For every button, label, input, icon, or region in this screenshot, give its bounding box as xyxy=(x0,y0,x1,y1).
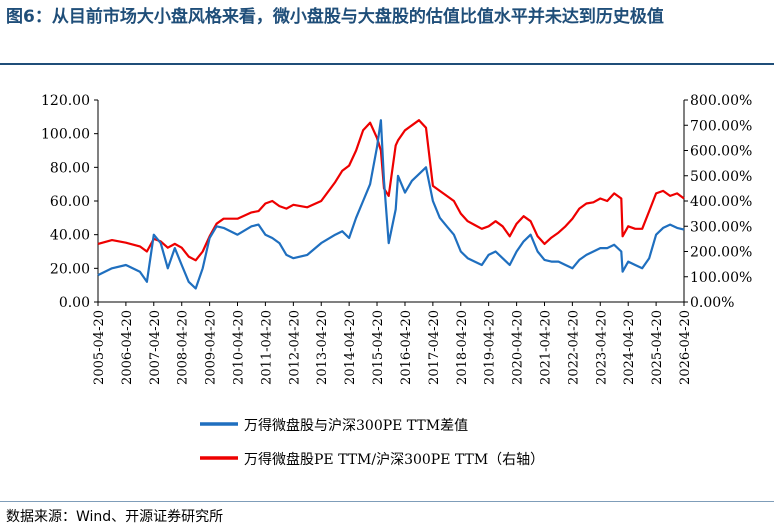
x-tick-label: 2010-04-20 xyxy=(232,310,247,385)
x-tick-label: 2008-04-20 xyxy=(176,310,191,385)
right-tick-label: 500.00% xyxy=(690,169,752,185)
left-tick-label: 40.00 xyxy=(50,228,90,244)
right-tick-label: 600.00% xyxy=(690,144,752,160)
left-y-axis: 0.00 20.00 40.00 60.00 80.00 100.00 120.00 xyxy=(41,93,99,311)
legend-label-diff: 万得微盘股与沪深300PE TTM差值 xyxy=(244,417,468,434)
x-tick-label: 2020-04-20 xyxy=(511,310,526,385)
right-tick-label: 200.00% xyxy=(690,245,752,261)
x-tick-label: 2018-04-20 xyxy=(455,310,470,385)
source-divider xyxy=(0,501,774,502)
x-tick-label: 2012-04-20 xyxy=(287,310,302,385)
right-tick-label: 100.00% xyxy=(690,270,752,286)
legend-label-ratio: 万得微盘股PE TTM/沪深300PE TTM（右轴） xyxy=(244,451,544,468)
left-tick-label: 60.00 xyxy=(50,194,90,210)
left-tick-label: 20.00 xyxy=(50,261,90,277)
left-tick-label: 0.00 xyxy=(59,295,90,311)
x-tick-label: 2025-04-20 xyxy=(650,310,665,385)
x-tick-label: 2014-04-20 xyxy=(343,310,358,385)
x-tick-label: 2009-04-20 xyxy=(204,310,219,385)
x-tick-label: 2021-04-20 xyxy=(538,310,553,385)
x-tick-label: 2011-04-20 xyxy=(259,310,274,385)
source-note: 数据来源：Wind、开源证券研究所 xyxy=(6,509,224,525)
x-tick-label: 2005-04-20 xyxy=(92,310,107,385)
left-tick-label: 80.00 xyxy=(50,160,90,176)
series-line-ratio xyxy=(97,119,685,262)
x-tick-label: 2022-04-20 xyxy=(566,310,581,385)
x-tick-label: 2013-04-20 xyxy=(315,310,330,385)
right-tick-label: 0.00% xyxy=(690,295,734,311)
x-tick-label: 2017-04-20 xyxy=(427,310,442,385)
left-tick-label: 100.00 xyxy=(41,127,90,143)
title-divider xyxy=(0,63,774,65)
right-tick-label: 400.00% xyxy=(690,194,752,210)
left-tick-label: 120.00 xyxy=(41,93,90,109)
series-line-diff xyxy=(97,119,685,290)
legend: 万得微盘股与沪深300PE TTM差值 万得微盘股PE TTM/沪深300PE … xyxy=(200,417,544,468)
x-axis: 2005-04-20 2006-04-20 2007-04-20 2008-04-20… xyxy=(92,301,693,385)
x-tick-label: 2006-04-20 xyxy=(120,310,135,385)
x-tick-label: 2019-04-20 xyxy=(483,310,498,385)
x-tick-label: 2007-04-20 xyxy=(148,310,163,385)
right-tick-label: 700.00% xyxy=(690,118,752,134)
right-y-axis: 0.00% 100.00% 200.00% 300.00% 400.00% 500.00%… xyxy=(683,93,752,311)
x-tick-label: 2024-04-20 xyxy=(622,310,637,385)
x-tick-label: 2026-04-20 xyxy=(678,310,693,385)
right-tick-label: 800.00% xyxy=(690,93,752,109)
series-layer xyxy=(97,119,685,290)
x-tick-label: 2015-04-20 xyxy=(371,310,386,385)
x-tick-label: 2023-04-20 xyxy=(594,310,609,385)
x-tick-label: 2016-04-20 xyxy=(399,310,414,385)
right-tick-label: 300.00% xyxy=(690,219,752,235)
chart: 0.00 20.00 40.00 60.00 80.00 100.00 120.00 0.0… xyxy=(41,93,752,468)
figure-title: 图6：从目前市场大小盘风格来看，微小盘股与大盘股的估值比值水平并未达到历史极值 xyxy=(6,7,664,27)
